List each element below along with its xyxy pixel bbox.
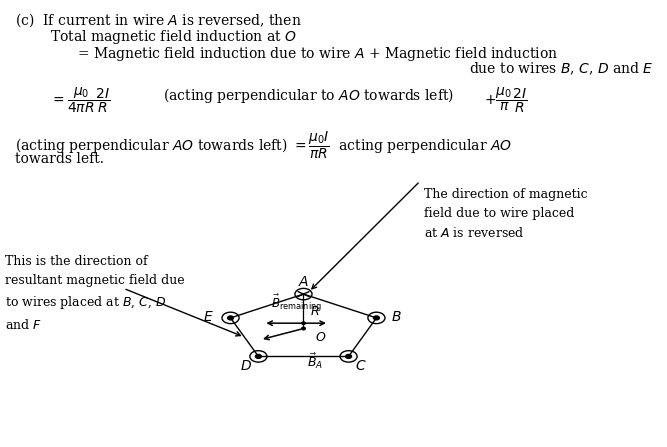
Text: $E$: $E$ [203, 310, 214, 324]
Text: (acting perpendicular to $AO$ towards left): (acting perpendicular to $AO$ towards le… [163, 86, 454, 105]
Circle shape [346, 354, 352, 358]
Circle shape [374, 316, 380, 320]
Text: towards left.: towards left. [15, 152, 103, 166]
Circle shape [301, 327, 305, 330]
Text: (c)  If current in wire $A$ is reversed, then: (c) If current in wire $A$ is reversed, … [15, 11, 301, 29]
Text: $\vec{B}_{\mathrm{remaining}}$: $\vec{B}_{\mathrm{remaining}}$ [271, 293, 321, 314]
Text: $\vec{B}_A$: $\vec{B}_A$ [307, 352, 323, 371]
Circle shape [255, 354, 261, 358]
Circle shape [227, 316, 233, 320]
Text: This is the direction of
resultant magnetic field due
to wires placed at $B$, $C: This is the direction of resultant magne… [5, 255, 185, 332]
Text: $C$: $C$ [355, 359, 366, 373]
Text: Total magnetic field induction at $O$: Total magnetic field induction at $O$ [50, 28, 297, 46]
Text: $R$: $R$ [310, 305, 319, 318]
Text: $A$: $A$ [298, 274, 309, 289]
Text: = Magnetic field induction due to wire $A$ + Magnetic field induction: = Magnetic field induction due to wire $… [77, 45, 558, 63]
Text: due to wires $B$, $C$, $D$ and $E$: due to wires $B$, $C$, $D$ and $E$ [469, 61, 654, 77]
Text: The direction of magnetic
field due to wire placed
at $A$ is reversed: The direction of magnetic field due to w… [424, 188, 587, 240]
Circle shape [301, 322, 305, 325]
Text: $+\dfrac{\mu_0}{\pi}\dfrac{2I}{R}$: $+\dfrac{\mu_0}{\pi}\dfrac{2I}{R}$ [484, 86, 528, 115]
Text: $O$: $O$ [315, 331, 326, 344]
Text: (acting perpendicular $AO$ towards left) $=\dfrac{\mu_0 I}{\pi R}$  acting perpe: (acting perpendicular $AO$ towards left)… [15, 130, 512, 161]
Text: $D$: $D$ [240, 359, 252, 373]
Text: $B$: $B$ [391, 310, 402, 324]
Text: $=\dfrac{\mu_0}{4\pi R}\dfrac{2I}{R}$: $=\dfrac{\mu_0}{4\pi R}\dfrac{2I}{R}$ [50, 86, 111, 115]
